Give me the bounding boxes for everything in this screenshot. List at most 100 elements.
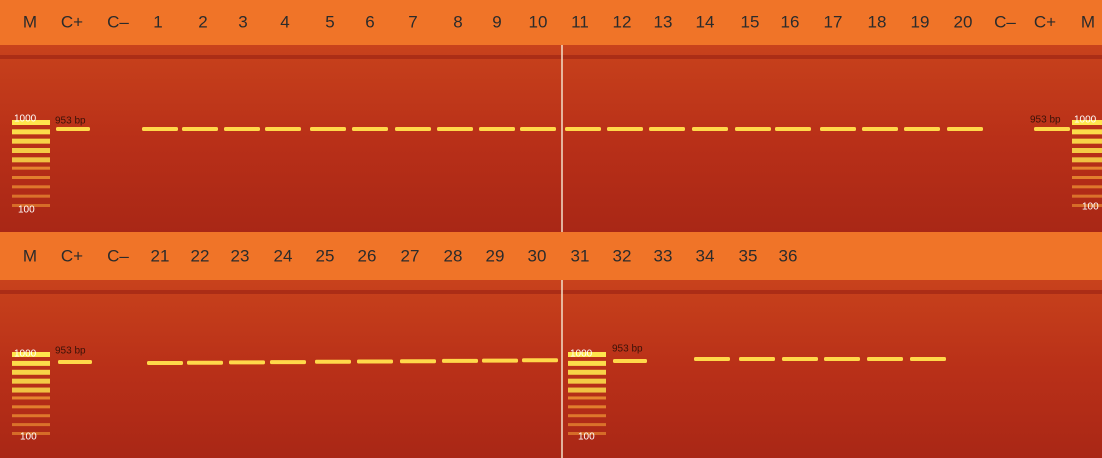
lane-label: 27 bbox=[401, 246, 420, 265]
dna-band bbox=[862, 127, 898, 131]
lane-label: 10 bbox=[529, 12, 548, 31]
lane-label: 14 bbox=[696, 12, 715, 31]
lane-label: 28 bbox=[444, 246, 463, 265]
dna-band bbox=[58, 360, 92, 364]
lane-label: M bbox=[23, 12, 37, 31]
dna-band bbox=[182, 127, 218, 131]
marker-label: 1000 bbox=[570, 349, 593, 360]
ladder-band bbox=[12, 370, 50, 375]
lane-label: M bbox=[1081, 12, 1095, 31]
lane-label: 9 bbox=[492, 12, 501, 31]
ladder-band bbox=[12, 361, 50, 366]
lane-label: 34 bbox=[696, 246, 715, 265]
dna-band bbox=[522, 358, 558, 362]
dna-band bbox=[357, 360, 393, 364]
dna-band bbox=[824, 357, 860, 361]
lane-label: 6 bbox=[365, 12, 374, 31]
size-label: 953 bp bbox=[1030, 115, 1061, 126]
lane-label: 3 bbox=[238, 12, 247, 31]
dna-band bbox=[395, 127, 431, 131]
lane-label: 5 bbox=[325, 12, 334, 31]
lane-label: 2 bbox=[198, 12, 207, 31]
dna-band bbox=[400, 359, 436, 363]
ladder-band bbox=[1072, 129, 1102, 134]
dna-band bbox=[310, 127, 346, 131]
marker-label: 100 bbox=[1082, 202, 1099, 213]
ladder-band bbox=[568, 414, 606, 417]
lane-label: 21 bbox=[151, 246, 170, 265]
lane-label: 32 bbox=[613, 246, 632, 265]
dna-band bbox=[315, 360, 351, 364]
ladder-band bbox=[12, 405, 50, 408]
lane-label: 30 bbox=[528, 246, 547, 265]
ladder-band bbox=[12, 157, 50, 162]
dna-band bbox=[229, 360, 265, 364]
lane-label: 16 bbox=[781, 12, 800, 31]
lane-label: 8 bbox=[453, 12, 462, 31]
gel-figure: MC+C–1234567891011121314151617181920C–C+… bbox=[0, 0, 1102, 458]
dna-band bbox=[479, 127, 515, 131]
ladder-band bbox=[12, 414, 50, 417]
dna-band bbox=[142, 127, 178, 131]
dna-band bbox=[352, 127, 388, 131]
marker-label: 100 bbox=[20, 432, 37, 443]
lane-label: 12 bbox=[613, 12, 632, 31]
dna-band bbox=[437, 127, 473, 131]
ladder-band bbox=[568, 370, 606, 375]
dna-band bbox=[270, 360, 306, 364]
size-label: 953 bp bbox=[55, 346, 86, 357]
lane-label: 36 bbox=[779, 246, 798, 265]
size-label: 953 bp bbox=[612, 344, 643, 355]
lane-label: 25 bbox=[316, 246, 335, 265]
dna-band bbox=[649, 127, 685, 131]
lane-label: 18 bbox=[868, 12, 887, 31]
dna-band bbox=[565, 127, 601, 131]
dna-band bbox=[1034, 127, 1070, 131]
ladder-band bbox=[1072, 167, 1102, 170]
lane-label: 17 bbox=[824, 12, 843, 31]
dna-band bbox=[442, 359, 478, 363]
dna-band bbox=[265, 127, 301, 131]
ladder-band bbox=[1072, 176, 1102, 179]
lane-label: 23 bbox=[231, 246, 250, 265]
ladder-band bbox=[12, 176, 50, 179]
ladder-band bbox=[12, 185, 50, 188]
gel-bottom bbox=[0, 280, 1102, 458]
wells bbox=[0, 55, 1102, 59]
ladder-band bbox=[12, 129, 50, 134]
ladder-band bbox=[12, 379, 50, 384]
lane-label: C– bbox=[107, 12, 129, 31]
lane-label: 24 bbox=[274, 246, 293, 265]
marker-label: 1000 bbox=[14, 349, 37, 360]
lane-label: 20 bbox=[954, 12, 973, 31]
ladder-band bbox=[568, 396, 606, 399]
ladder-band bbox=[12, 167, 50, 170]
ladder-band bbox=[568, 423, 606, 426]
lane-label: M bbox=[23, 246, 37, 265]
gel-top bbox=[0, 45, 1102, 232]
ladder-band bbox=[12, 148, 50, 153]
lane-label: C+ bbox=[1034, 12, 1056, 31]
ladder-band bbox=[568, 379, 606, 384]
dna-band bbox=[867, 357, 903, 361]
dna-band bbox=[187, 361, 223, 365]
dna-band bbox=[775, 127, 811, 131]
ladder-band bbox=[12, 195, 50, 198]
dna-band bbox=[147, 361, 183, 365]
ladder-band bbox=[12, 139, 50, 144]
marker-label: 1000 bbox=[14, 114, 37, 125]
dna-band bbox=[947, 127, 983, 131]
ladder-band bbox=[568, 405, 606, 408]
lane-label: C– bbox=[994, 12, 1016, 31]
dna-band bbox=[694, 357, 730, 361]
ladder-band bbox=[1072, 148, 1102, 153]
dna-band bbox=[904, 127, 940, 131]
size-label: 953 bp bbox=[55, 116, 86, 127]
lane-label: 13 bbox=[654, 12, 673, 31]
dna-band bbox=[820, 127, 856, 131]
ladder-band bbox=[12, 388, 50, 393]
lane-label: 35 bbox=[739, 246, 758, 265]
lane-label: 11 bbox=[571, 12, 589, 31]
dna-band bbox=[910, 357, 946, 361]
lane-label: 33 bbox=[654, 246, 673, 265]
